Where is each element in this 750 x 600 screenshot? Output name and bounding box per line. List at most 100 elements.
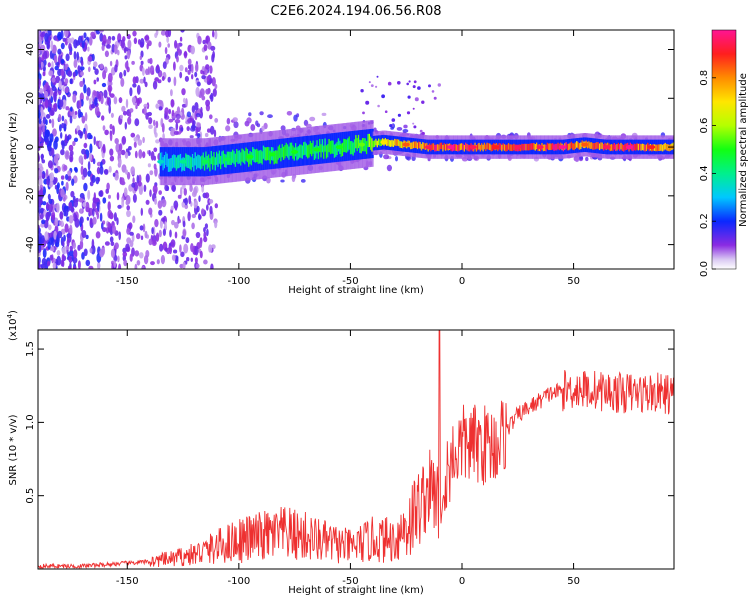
spectrogram-cell <box>72 113 77 120</box>
spectrogram-cell <box>69 115 73 124</box>
spectrogram-panel: -150 -100 -50 0 50 -40 -20 0 20 40 Height of str… <box>8 29 675 296</box>
spectrogram-cell <box>63 234 66 242</box>
spectrogram-cell <box>203 227 206 233</box>
colorbar-tick-label: 0.2 <box>699 213 710 229</box>
spectrogram-cell <box>216 151 219 165</box>
spectrogram-cell <box>82 167 88 178</box>
spectrogram-cell <box>190 45 195 55</box>
spectrogram-cell <box>389 124 393 128</box>
spectrogram-cell <box>624 143 627 151</box>
spectrogram-cell <box>38 78 41 88</box>
colorbar-label: Normalized spectral amplitude <box>738 73 749 227</box>
spectrogram-cell <box>98 93 101 102</box>
spectrogram-cell <box>136 260 141 266</box>
spectrogram-cell <box>62 84 65 92</box>
spectrogram-cell <box>585 156 589 162</box>
spectrogram-cell <box>67 70 73 77</box>
spectrogram-cell <box>349 141 353 155</box>
spectrogram-cell <box>56 250 61 256</box>
spectrogram-cell <box>269 150 272 164</box>
spectrogram-cell <box>81 230 87 238</box>
spectrogram-cell <box>411 142 414 149</box>
spectrogram-cell <box>123 69 127 77</box>
spectrogram-cell <box>176 55 179 63</box>
spectrogram-cell <box>204 132 209 138</box>
spectrogram-cell <box>38 43 41 54</box>
spectrogram-cell <box>343 138 346 152</box>
spectrogram-cell <box>397 81 401 85</box>
spectrogram-cell <box>186 257 190 262</box>
spectrogram-cell <box>148 238 153 246</box>
spectrogram-cell <box>454 144 457 151</box>
spectrogram-cell <box>232 149 235 163</box>
spectrogram-ridge-point <box>335 145 343 150</box>
spectrogram-cell <box>61 246 67 255</box>
spectrogram-cell <box>329 141 333 155</box>
spectrogram-cell <box>193 158 196 172</box>
spectrogram-cell <box>191 74 194 80</box>
spectrogram-cell <box>252 147 255 161</box>
spectrogram-cell <box>428 84 431 88</box>
spectrogram-cell <box>87 55 93 62</box>
spectrogram-cell <box>92 158 96 165</box>
spectrogram-cell <box>641 143 645 151</box>
spectrogram-cell <box>164 47 168 55</box>
spectrogram-cell <box>179 244 182 253</box>
spectrogram-cell <box>574 142 578 149</box>
spectrogram-cell <box>412 85 416 89</box>
spectrogram-cell <box>412 122 415 125</box>
spectrogram-cell <box>164 114 170 120</box>
spectrogram-cell <box>58 99 64 108</box>
spectrogram-cell <box>170 99 175 108</box>
spectrogram-cell <box>45 114 51 119</box>
spectrogram-cell <box>395 156 398 162</box>
spectrogram-cell <box>173 154 176 168</box>
spectrogram-cell <box>194 71 198 78</box>
spectrogram-cell <box>124 121 128 130</box>
spectrogram-cell <box>41 219 46 225</box>
y-tick-label: 40 <box>25 43 36 56</box>
spectrogram-cell <box>305 143 309 157</box>
spectrogram-cell <box>633 143 637 151</box>
spectrogram-cell <box>189 155 192 169</box>
spectrogram-cell <box>171 184 176 192</box>
spectrogram-cell <box>544 144 547 151</box>
spectrogram-cell <box>73 212 77 219</box>
spectrogram-cell <box>48 236 54 245</box>
spectrogram-cell <box>661 144 665 152</box>
spectrogram-cell <box>392 140 396 147</box>
spectrogram-cell <box>69 150 74 157</box>
spectrogram-cell <box>89 247 93 254</box>
spectrogram-cell <box>161 217 166 222</box>
spectrogram-cell <box>588 141 591 148</box>
spectrogram-cell <box>186 111 192 118</box>
colorbar-tick-label: 0.8 <box>699 70 710 86</box>
spectrogram-cell <box>381 94 385 99</box>
spectrogram-y-axis-label: Frequency (Hz) <box>8 112 19 188</box>
spectrogram-cell <box>71 178 75 186</box>
spectrogram-cell <box>154 167 158 177</box>
spectrogram-cell <box>130 132 136 138</box>
spectrogram-cell <box>114 172 119 181</box>
spectrogram-cell <box>656 144 659 152</box>
spectrogram-cell <box>57 48 62 55</box>
spectrogram-cell <box>360 89 364 93</box>
spectrogram-cell <box>72 140 76 147</box>
spectrogram-cell <box>477 143 480 151</box>
spectrogram-cell <box>109 131 113 142</box>
spectrogram-cell <box>121 198 125 208</box>
spectrogram-cell <box>38 35 42 43</box>
spectrogram-cell <box>197 154 200 168</box>
spectrogram-cell <box>207 154 211 168</box>
spectrogram-cell <box>113 44 118 55</box>
spectrogram-cell <box>246 117 252 124</box>
spectrogram-cell <box>89 143 93 154</box>
spectrogram-cell <box>60 58 65 65</box>
spectrogram-cell <box>93 91 98 96</box>
spectrogram-cell <box>372 140 375 148</box>
spectrogram-cell <box>188 195 192 205</box>
spectrogram-cell <box>47 160 53 169</box>
spectrogram-cell <box>423 142 426 150</box>
spectrogram-cell <box>51 210 56 221</box>
spectrogram-cell <box>214 84 218 89</box>
